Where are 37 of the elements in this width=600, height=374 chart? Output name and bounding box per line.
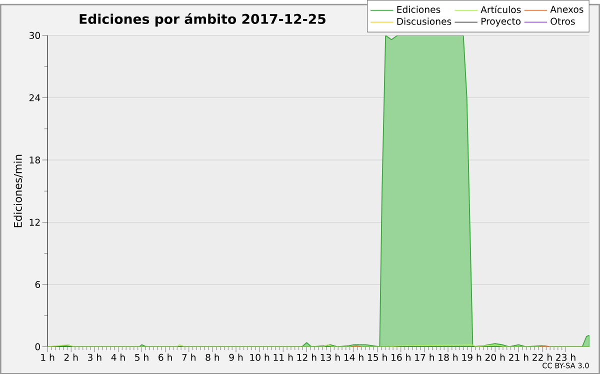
x-tick-label: 7 h [182,354,196,361]
x-tick-label: 16 h [392,354,410,361]
y-tick-label: 24 [29,94,40,101]
x-tick-label: 14 h [344,354,364,361]
legend-label: Proyecto [482,18,521,26]
x-tick-label: 19 h [462,354,482,361]
x-tick-label: 10 h [250,354,270,361]
x-tick-label: 22 h [532,354,552,361]
x-tick-label: 4 h [111,354,125,361]
x-tick-label: 5 h [135,354,148,361]
y-axis-title: Ediciones/min [14,154,23,228]
x-tick-label: 1 h [41,354,54,361]
legend-label: Discusiones [397,18,452,25]
x-tick-label: 3 h [88,354,102,361]
legend-label: Ediciones [397,6,440,13]
chart-title: Ediciones por ámbito 2017-12-25 [80,12,326,26]
x-tick-label: 8 h [206,354,220,361]
x-tick-label: 15 h [368,354,387,361]
legend-label: Otros [550,18,575,25]
x-tick-label: 12 h [297,354,316,361]
y-tick-label: 0 [35,343,40,350]
x-tick-label: 18 h [438,354,458,361]
x-tick-label: 6 h [158,354,172,361]
legend-label: Anexos [550,6,584,13]
x-tick-label: 23 h [556,354,576,361]
legend-label: Artículos [480,5,521,13]
y-tick-label: 18 [30,156,40,164]
y-tick-label: 12 [30,218,40,226]
y-tick-label: 6 [35,280,40,288]
x-tick-label: 2 h [64,354,78,361]
x-tick-label: 20 h [485,354,505,361]
x-tick-label: 13 h [320,354,340,361]
x-tick-label: 21 h [509,354,528,361]
y-tick-label: 30 [30,32,40,39]
x-tick-label: 9 h [229,354,243,361]
x-tick-label: 17 h [415,354,434,361]
x-tick-label: 11 h [274,354,293,361]
